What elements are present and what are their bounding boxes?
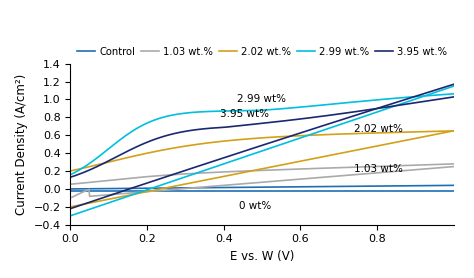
Line: 2.02 wt.%: 2.02 wt.%	[71, 131, 454, 171]
2.02 wt.%	[356, 132, 362, 135]
2.99 wt.%	[136, 126, 141, 129]
Text: 3.95 wt%: 3.95 wt%	[220, 109, 269, 119]
2.02 wt.%	[166, 147, 172, 151]
Control	[324, 185, 329, 188]
2.99 wt.%	[324, 103, 329, 106]
Control	[356, 185, 362, 188]
3.95 wt.%	[136, 144, 141, 148]
3.95 wt.%	[166, 133, 172, 136]
Control	[136, 187, 141, 190]
Line: 3.95 wt.%: 3.95 wt.%	[71, 97, 454, 177]
2.99 wt.%	[356, 100, 362, 103]
2.02 wt.%	[136, 153, 141, 157]
1.03 wt.%	[356, 165, 362, 169]
3.95 wt.%	[324, 114, 329, 117]
1.03 wt.%	[324, 167, 329, 170]
Control	[451, 184, 456, 187]
3.95 wt.%	[356, 110, 362, 113]
1.03 wt.%	[68, 183, 73, 186]
2.02 wt.%	[451, 129, 456, 133]
Y-axis label: Current Density (A/cm²): Current Density (A/cm²)	[15, 74, 28, 215]
1.03 wt.%	[166, 173, 172, 177]
Control	[166, 186, 172, 190]
2.02 wt.%	[241, 138, 246, 141]
2.02 wt.%	[293, 134, 299, 138]
Line: 2.99 wt.%: 2.99 wt.%	[71, 94, 454, 175]
3.95 wt.%	[293, 118, 299, 121]
1.03 wt.%	[241, 169, 246, 173]
2.99 wt.%	[241, 109, 246, 112]
Line: Control: Control	[71, 185, 454, 189]
Control	[241, 186, 246, 189]
2.99 wt.%	[451, 92, 456, 96]
2.02 wt.%	[324, 133, 329, 136]
3.95 wt.%	[241, 124, 246, 127]
Control	[293, 185, 299, 188]
2.99 wt.%	[293, 106, 299, 109]
X-axis label: E vs. W (V): E vs. W (V)	[230, 250, 294, 263]
Text: 1.03 wt%: 1.03 wt%	[354, 164, 403, 174]
Line: 1.03 wt.%: 1.03 wt.%	[71, 164, 454, 184]
2.02 wt.%	[68, 169, 73, 173]
Control	[68, 187, 73, 191]
3.95 wt.%	[68, 175, 73, 179]
Legend: Control, 1.03 wt.%, 2.02 wt.%, 2.99 wt.%, 3.95 wt.%: Control, 1.03 wt.%, 2.02 wt.%, 2.99 wt.%…	[73, 43, 451, 61]
3.95 wt.%	[451, 95, 456, 99]
2.99 wt.%	[166, 114, 172, 118]
2.99 wt.%	[68, 173, 73, 176]
Text: 2.02 wt%: 2.02 wt%	[354, 124, 403, 134]
Text: 0 wt%: 0 wt%	[239, 201, 271, 211]
1.03 wt.%	[293, 167, 299, 171]
Text: 2.99 wt%: 2.99 wt%	[237, 94, 286, 104]
1.03 wt.%	[136, 176, 141, 179]
1.03 wt.%	[451, 162, 456, 166]
